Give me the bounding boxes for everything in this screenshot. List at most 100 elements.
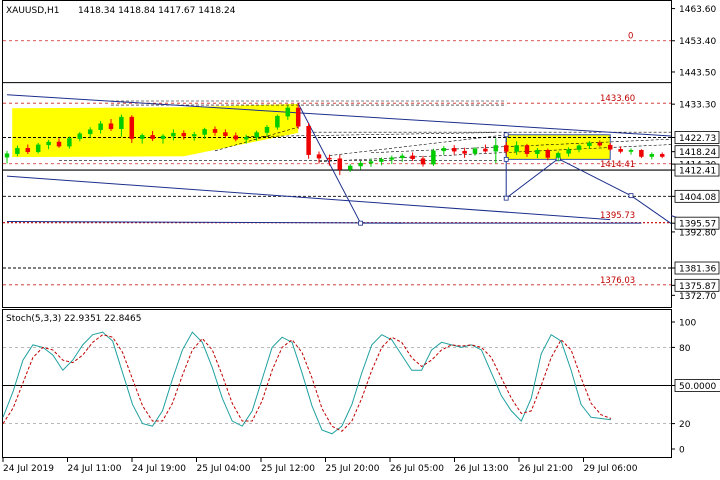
candle-body [566, 149, 571, 154]
price-tick-label: 1381.36 [679, 265, 716, 275]
candle-body [56, 141, 62, 147]
price-tick-label: 1395.57 [679, 220, 716, 230]
chart-title: XAUUSD,H1 [6, 6, 60, 16]
x-tick-label: 24 Jul 2019 [3, 464, 54, 474]
candle-body [119, 116, 124, 130]
candle-body [514, 145, 519, 152]
candle-body [389, 157, 395, 160]
price-tick-label: 1463.60 [679, 5, 716, 15]
candle-body [431, 150, 436, 165]
candle-body [25, 148, 31, 153]
price-tick-box [674, 145, 720, 159]
dashed-trend-line [246, 132, 496, 137]
candle-body [87, 129, 93, 135]
candle-body [503, 145, 509, 152]
price-tick-label: 1443.50 [679, 68, 716, 78]
candle-body [243, 137, 249, 140]
candle-body [264, 126, 270, 133]
candle-body [337, 158, 343, 170]
blue-trend-line [505, 158, 559, 199]
stoch-tick-label: 50.0000 [679, 382, 716, 392]
wave-point-marker [358, 220, 364, 226]
dashed-trend-line [370, 138, 672, 154]
stoch-panel-frame [2, 309, 672, 458]
price-tick-box [674, 216, 720, 230]
dashed-trend-line [318, 144, 672, 162]
wave-point-marker [503, 156, 509, 162]
price-tick-label: 1453.40 [679, 37, 716, 47]
wave-point-marker [503, 132, 509, 138]
candle-body [306, 125, 311, 155]
candle-body [316, 154, 322, 159]
candle-body [67, 138, 72, 147]
price-tick-label: 1404.08 [679, 193, 716, 203]
candle-body [202, 129, 207, 135]
candle-body [483, 148, 488, 152]
x-tick-label: 26 Jul 21:00 [519, 464, 573, 474]
level-label-1376: 1376.03 [600, 276, 635, 286]
candle-body [295, 107, 301, 127]
stoch-tick-label: 0 [679, 446, 685, 456]
axis-layer: 1463.60 1453.40 1443.50 1433.30 1422.73 1418.… [2, 5, 720, 474]
price-tick-box [674, 278, 720, 292]
candle-body [368, 161, 374, 164]
candle-body [555, 153, 561, 158]
blue-trend-line [630, 195, 672, 224]
x-tick-label: 24 Jul 11:00 [68, 464, 122, 474]
candle-body [358, 162, 363, 167]
ohlc-header: 1418.34 1418.84 1417.67 1418.24 [78, 6, 236, 16]
candle-body [15, 148, 20, 154]
candle-body [327, 157, 332, 160]
level-label-1395: 1395.73 [600, 211, 635, 221]
blue-trend-line [6, 221, 403, 224]
price-tick-label: 1433.30 [679, 101, 716, 111]
candle-body [139, 135, 145, 139]
candle-body [160, 135, 166, 139]
price-tick-label: 1422.73 [679, 134, 716, 144]
candle-body [181, 132, 187, 137]
blue-trend-line [6, 94, 672, 137]
stoch-tick-label: 20 [679, 420, 691, 430]
stoch-title: Stoch(5,3,3) 22.9351 22.8465 [6, 314, 141, 324]
price-tick-label: 1375.87 [679, 282, 716, 292]
candle-body [587, 142, 592, 147]
stoch-main-line [2, 331, 612, 435]
stoch-layer [2, 331, 671, 435]
candle-body [535, 149, 540, 154]
price-tick-label: 1372.70 [679, 292, 716, 302]
x-tick-label: 25 Jul 12:00 [261, 464, 315, 474]
candle-body [410, 155, 415, 159]
price-layer: 0 1433.60 1414.41 1395.73 1376.03 [3, 32, 696, 286]
x-tick-label: 25 Jul 04:00 [197, 464, 251, 474]
candle-body [77, 133, 83, 139]
candle-body [649, 154, 655, 157]
candle-body [597, 142, 603, 146]
stoch-tick-box [674, 379, 720, 392]
candle-body [285, 107, 291, 117]
candle-body [46, 141, 51, 146]
candle-body [576, 145, 582, 150]
level-label-1433: 1433.60 [600, 94, 635, 104]
candle-body [191, 134, 197, 137]
candle-body [545, 149, 551, 158]
candle-body [618, 149, 623, 152]
wave-point-marker [628, 193, 634, 199]
wave-point-marker [503, 195, 509, 201]
candle-body [399, 155, 405, 159]
stoch-signal-line [2, 334, 612, 432]
candle-body [659, 154, 665, 157]
price-tick-box [674, 189, 720, 203]
highlight-band-left [12, 103, 299, 158]
blue-trend-line [6, 175, 611, 221]
candle-body [98, 123, 103, 130]
candle-body [129, 116, 135, 139]
candle-body [150, 135, 155, 139]
candle-body [493, 145, 499, 152]
candle-body [223, 132, 228, 136]
candle-body [472, 148, 478, 154]
x-tick-label: 26 Jul 05:00 [390, 464, 444, 474]
price-tick-box [674, 131, 720, 144]
stoch-tick-label: 80 [679, 344, 691, 354]
candle-body [524, 145, 530, 154]
price-tick-label: 1412.41 [679, 167, 716, 177]
